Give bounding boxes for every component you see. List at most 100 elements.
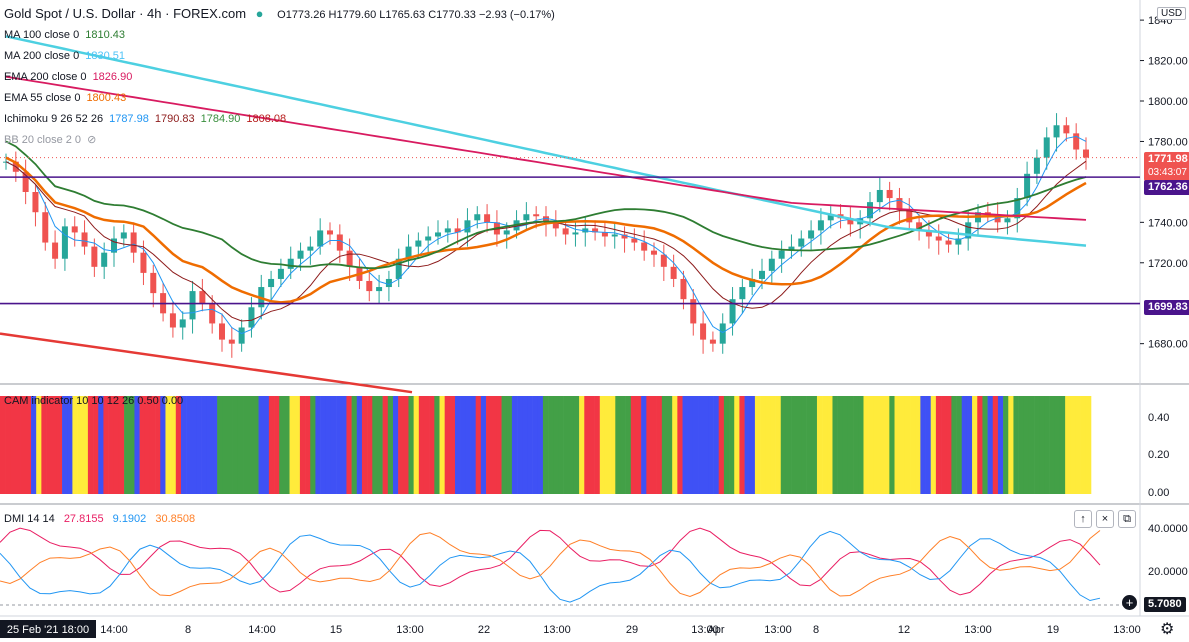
cam-bar <box>330 396 337 494</box>
cam-bar <box>418 396 425 494</box>
candle-body <box>317 230 324 247</box>
legend-label: MA 100 close 0 <box>4 29 80 41</box>
market-open-dot-icon: ● <box>255 6 264 21</box>
cam-bar <box>687 396 694 494</box>
cam-bar <box>682 396 688 494</box>
cam-bar <box>62 396 68 494</box>
legend-item[interactable]: EMA 200 close 0 1826.90 <box>4 70 138 84</box>
cam-bar <box>336 396 342 494</box>
settings-gear-icon[interactable]: ⚙ <box>1160 621 1175 638</box>
candle-body <box>1063 125 1070 134</box>
close-pane-button[interactable]: × <box>1096 510 1114 528</box>
candle-body <box>543 216 549 223</box>
cam-bar <box>341 396 347 494</box>
time-cursor-badge <box>0 620 96 638</box>
legend-item[interactable]: EMA 55 close 0 1800.43 <box>4 91 132 105</box>
legend-item[interactable]: MA 200 close 0 1830.51 <box>4 49 131 63</box>
cam-bar <box>315 396 321 494</box>
cam-bar <box>847 396 854 494</box>
move-up-button[interactable]: ↑ <box>1074 510 1092 528</box>
cam-bar <box>951 396 957 494</box>
candle-body <box>778 250 785 259</box>
candle-body <box>886 189 893 199</box>
cam-bar <box>599 396 606 494</box>
cam-indicator-title[interactable]: CAM indicator 10 10 12 26 0.50 0.00 <box>4 395 184 407</box>
cam-bar <box>170 396 177 494</box>
cam-bar <box>439 396 445 494</box>
cam-bar <box>465 396 471 494</box>
candle-body <box>42 212 49 243</box>
candle-body <box>984 212 991 215</box>
cam-bar <box>10 396 16 494</box>
cam-bar <box>1085 396 1092 494</box>
time-axis-label: 14:00 <box>100 624 128 636</box>
price-tick-label: 1720.00 <box>1148 258 1188 270</box>
maximize-pane-button[interactable]: ⧉ <box>1118 510 1136 528</box>
kijun-line <box>5 160 1087 322</box>
cam-bar <box>87 396 94 494</box>
symbol-title[interactable]: Gold Spot / U.S. Dollar · 4h · FOREX.com <box>4 6 247 21</box>
cam-bar <box>382 396 389 494</box>
candle-body <box>739 287 746 300</box>
candle-body <box>690 299 697 324</box>
currency-badge[interactable]: USD <box>1157 7 1187 20</box>
cam-bar <box>1049 396 1056 494</box>
cam-bar <box>491 396 497 494</box>
candle-body <box>199 291 206 304</box>
cam-bar <box>217 396 223 494</box>
cam-bar <box>227 396 233 494</box>
cam-bar <box>284 396 290 494</box>
cam-bar <box>1059 396 1066 494</box>
cam-tick-label: 0.20 <box>1148 449 1169 461</box>
cam-bar <box>754 396 761 494</box>
cam-bar <box>703 396 709 494</box>
candle-body <box>876 189 883 203</box>
cam-bar <box>232 396 239 494</box>
resistance-level-tag: 1762.36 <box>1144 180 1189 195</box>
time-axis-label: 13:00 <box>1113 624 1141 636</box>
cam-bar <box>698 396 704 494</box>
cam-bar <box>444 396 451 494</box>
cam-bar <box>899 396 906 494</box>
cam-bar <box>160 396 166 494</box>
cam-bar <box>429 396 435 494</box>
cam-bar <box>1023 396 1030 494</box>
legend-item[interactable]: BB 20 close 2 0 ⊘ <box>4 133 102 147</box>
price-tick-label: 1780.00 <box>1148 136 1188 148</box>
cam-bar <box>263 396 270 494</box>
cam-bar <box>5 396 11 494</box>
hidden-eye-icon[interactable]: ⊘ <box>87 134 97 146</box>
cam-bar <box>770 396 776 494</box>
candle-body <box>277 268 284 279</box>
candle-body <box>1043 137 1050 158</box>
candle-body <box>150 272 157 294</box>
cam-bar <box>827 396 833 494</box>
cam-bar <box>372 396 378 494</box>
cam-bar <box>77 396 84 494</box>
ohlc-values: O1773.26 H1779.60 L1765.63 C1770.33 −2.9… <box>277 9 555 21</box>
time-axis-label: 8 <box>813 624 819 636</box>
candle-body <box>621 234 628 239</box>
price-tick-label: 1820.00 <box>1148 56 1188 68</box>
cam-bar <box>941 396 947 494</box>
cam-bar <box>470 396 476 494</box>
cam-bar <box>1003 396 1009 494</box>
cam-bar <box>41 396 47 494</box>
add-indicator-icon[interactable]: + <box>1122 595 1137 610</box>
cam-bar <box>506 396 513 494</box>
time-axis-label: 22 <box>478 624 490 636</box>
ma200-line <box>5 35 1087 247</box>
cam-bar <box>630 396 637 494</box>
cam-bar <box>620 396 626 494</box>
cam-bar <box>966 396 973 494</box>
candle-body <box>788 246 795 251</box>
legend-item[interactable]: Ichimoku 9 26 52 26 1787.98 1790.83 1784.90… <box>4 112 292 126</box>
candle-body <box>307 246 314 251</box>
legend-value: 1830.51 <box>85 50 125 62</box>
candle-body <box>81 232 88 247</box>
dmi-title[interactable]: DMI 14 14 <box>4 513 55 525</box>
cam-tick-label: 0.00 <box>1148 487 1169 499</box>
candle-body <box>729 299 736 324</box>
cam-bar <box>294 396 301 494</box>
legend-item[interactable]: MA 100 close 0 1810.43 <box>4 28 131 42</box>
